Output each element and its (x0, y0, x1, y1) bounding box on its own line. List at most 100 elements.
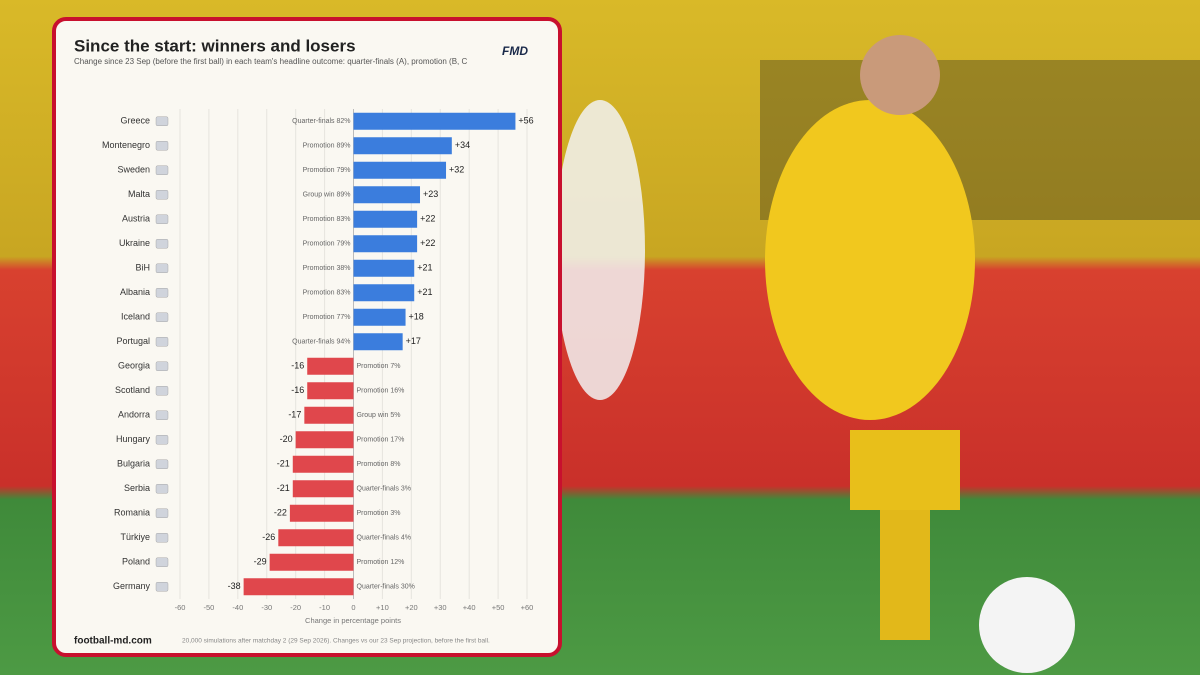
outcome-label: Quarter-finals 3% (357, 486, 411, 493)
x-tick-label: +50 (492, 603, 505, 612)
bar (289, 504, 354, 522)
value-label: +21 (417, 287, 432, 297)
team-label: Austria (122, 214, 150, 224)
flag-icon (155, 190, 169, 200)
x-tick-label: -40 (232, 603, 243, 612)
value-label: +22 (420, 238, 435, 248)
outcome-label: Promotion 3% (357, 510, 401, 517)
bar (353, 112, 516, 130)
value-label: -26 (262, 532, 275, 542)
bar (304, 406, 354, 424)
flag-icon (155, 435, 169, 445)
outcome-label: Quarter-finals 30% (357, 584, 415, 591)
bar (278, 529, 354, 547)
team-label: Romania (114, 508, 150, 518)
flag-icon (155, 533, 169, 543)
value-label: +22 (420, 214, 435, 224)
team-label: BiH (135, 263, 150, 273)
outcome-label: Promotion 79% (303, 241, 351, 248)
outcome-label: Promotion 79% (303, 167, 351, 174)
flag-icon (155, 582, 169, 592)
source: football-md.com (74, 636, 152, 647)
bar (269, 553, 354, 571)
team-label: Scotland (115, 385, 150, 395)
value-label: -38 (228, 581, 241, 591)
team-label: Poland (122, 557, 150, 567)
outcome-label: Quarter-finals 4% (357, 535, 411, 542)
outcome-label: Promotion 89% (303, 143, 351, 150)
bar (295, 431, 354, 449)
flag-icon (155, 263, 169, 273)
x-tick-label: -50 (203, 603, 214, 612)
note: 20,000 simulations after matchday 2 (29 … (182, 638, 490, 645)
flag-icon (155, 361, 169, 371)
flag-icon (155, 239, 169, 249)
value-label: +17 (406, 336, 421, 346)
outcome-label: Promotion 38% (303, 265, 351, 272)
value-label: -20 (280, 434, 293, 444)
flag-icon (155, 484, 169, 494)
outcome-label: Quarter-finals 82% (292, 118, 350, 125)
flag-icon (155, 312, 169, 322)
bar (292, 480, 354, 498)
value-label: +34 (455, 140, 470, 150)
outcome-label: Promotion 8% (357, 461, 401, 468)
team-label: Andorra (118, 410, 150, 420)
value-label: -16 (291, 385, 304, 395)
team-label: Albania (120, 287, 150, 297)
flag-icon (155, 165, 169, 175)
chart-card: Since the start: winners and losers Chan… (52, 17, 562, 657)
flag-icon (155, 410, 169, 420)
team-label: Malta (128, 189, 150, 199)
x-tick-label: -30 (261, 603, 272, 612)
bar (353, 333, 403, 351)
bar (353, 210, 418, 228)
bar (353, 186, 421, 204)
x-axis-label: Change in percentage points (305, 616, 401, 625)
bar (353, 235, 418, 253)
flag-icon (155, 214, 169, 224)
team-label: Bulgaria (117, 459, 150, 469)
team-label: Ukraine (119, 238, 150, 248)
bar (353, 137, 452, 155)
team-label: Portugal (116, 336, 150, 346)
chart-title: Since the start: winners and losers (74, 36, 356, 55)
team-label: Sweden (117, 165, 150, 175)
logo: FMD (502, 44, 528, 58)
team-label: Greece (120, 116, 150, 126)
chart: Since the start: winners and losers Chan… (74, 36, 534, 647)
x-tick-label: +20 (405, 603, 418, 612)
bar (307, 382, 354, 400)
chart-subtitle: Change since 23 Sep (before the first ba… (74, 57, 468, 66)
x-tick-label: -60 (175, 603, 186, 612)
flag-icon (155, 141, 169, 151)
outcome-label: Quarter-finals 94% (292, 339, 350, 346)
outcome-label: Promotion 7% (357, 363, 401, 370)
outcome-label: Promotion 77% (303, 314, 351, 321)
outcome-label: Promotion 17% (357, 437, 405, 444)
team-label: Hungary (116, 434, 151, 444)
flag-icon (155, 508, 169, 518)
bar (353, 161, 447, 179)
outcome-label: Promotion 83% (303, 216, 351, 223)
x-tick-label: +30 (434, 603, 447, 612)
outcome-label: Promotion 83% (303, 290, 351, 297)
value-label: +23 (423, 189, 438, 199)
x-tick-label: -10 (319, 603, 330, 612)
flag-icon (155, 557, 169, 567)
team-label: Georgia (118, 361, 150, 371)
team-label: Montenegro (102, 140, 150, 150)
team-label: Germany (113, 581, 151, 591)
team-label: Serbia (124, 483, 150, 493)
x-tick-label: 0 (351, 603, 355, 612)
team-label: Türkiye (120, 532, 150, 542)
bar (292, 455, 354, 473)
flag-icon (155, 459, 169, 469)
flag-icon (155, 116, 169, 126)
value-label: +21 (417, 263, 432, 273)
value-label: -21 (277, 483, 290, 493)
flag-icon (155, 337, 169, 347)
value-label: -21 (277, 459, 290, 469)
value-label: +18 (409, 312, 424, 322)
